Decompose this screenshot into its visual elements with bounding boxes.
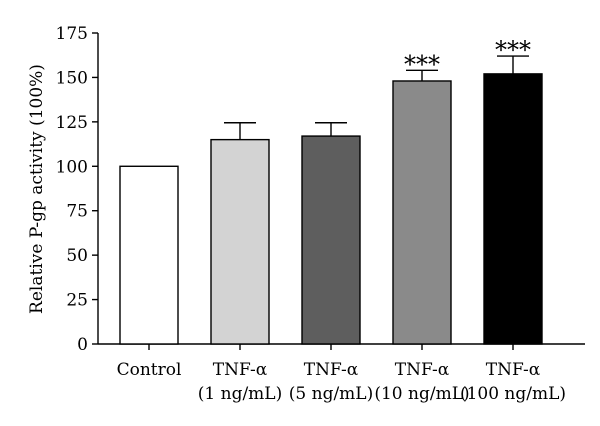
y-tick-label: 75 [66,202,88,222]
bar [210,138,270,345]
y-axis: 0 25 50 75 100 125 150 175 [56,24,99,355]
x-tick-label: (100 ng/mL) [460,384,566,404]
bar [392,80,452,345]
significance-labels: *** *** [404,36,531,78]
y-tick-label: 125 [56,113,88,133]
x-tick-label: TNF-α [486,360,541,380]
y-tick-label: 150 [56,68,88,88]
x-tick-label: TNF-α [395,360,450,380]
y-tick-label: 50 [66,246,88,266]
significance-label: *** [404,50,440,78]
y-tick-label: 100 [56,157,88,177]
x-tick-label: (5 ng/mL) [289,384,373,404]
significance-label: *** [495,36,531,64]
bar [119,165,179,345]
error-bars [224,55,529,140]
bar [301,135,361,345]
bar [483,73,543,345]
bars [119,73,543,345]
x-tick-label: (1 ng/mL) [198,384,282,404]
x-tick-label: Control [117,360,182,380]
y-tick-label: 175 [56,24,88,44]
x-axis: Control TNF-α (1 ng/mL) TNF-α (5 ng/mL) TNF-α… [98,343,585,404]
y-tick-label: 25 [66,291,88,311]
x-tick-label: TNF-α [304,360,359,380]
y-axis-label: Relative P-gp activity (100%) [27,64,47,314]
x-tick-label: (10 ng/mL) [374,384,469,404]
y-tick-label: 0 [77,335,88,355]
x-tick-label: TNF-α [213,360,268,380]
